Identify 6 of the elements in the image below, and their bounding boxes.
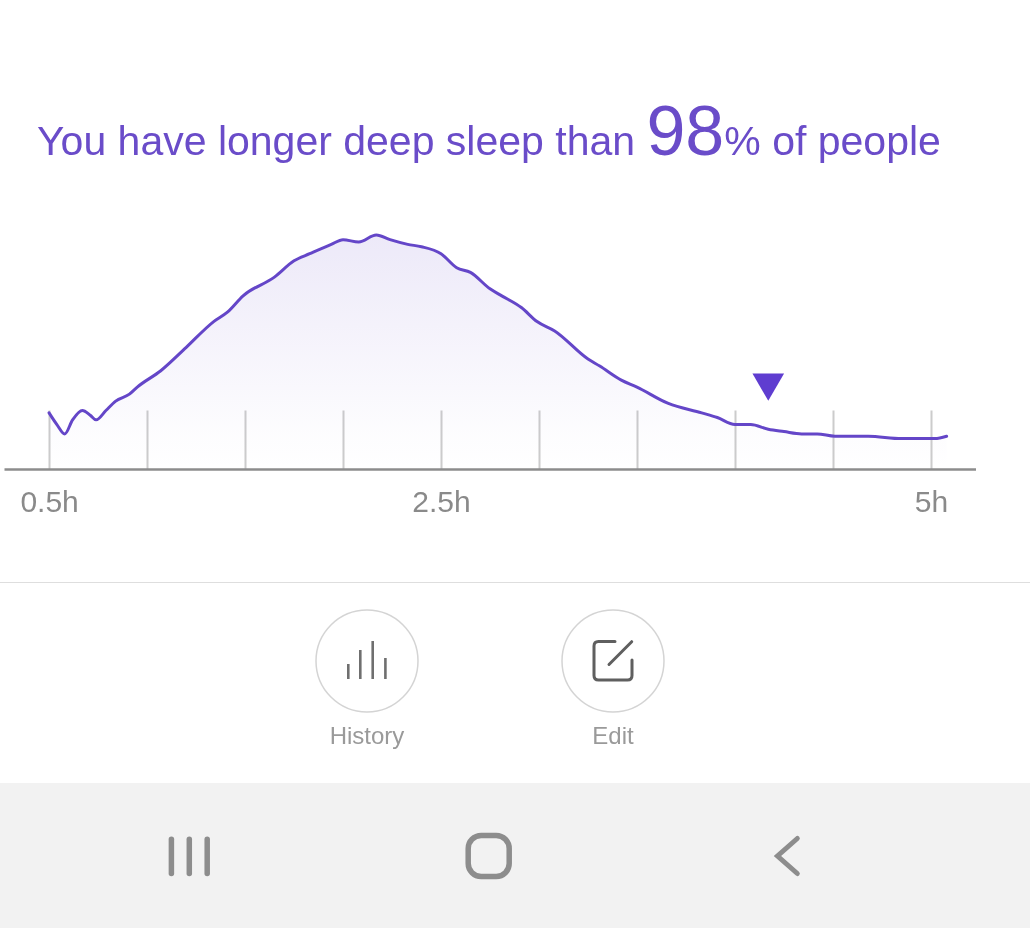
text: Edit xyxy=(591,722,635,749)
x-tick-label: 0.5h xyxy=(20,484,79,518)
text: History xyxy=(328,722,406,749)
x-tick-label: 5h xyxy=(914,484,949,518)
chart-title: You have longer deep sleep than 98% of people xyxy=(37,92,941,170)
x-tick-label: 2.5h xyxy=(412,484,471,518)
